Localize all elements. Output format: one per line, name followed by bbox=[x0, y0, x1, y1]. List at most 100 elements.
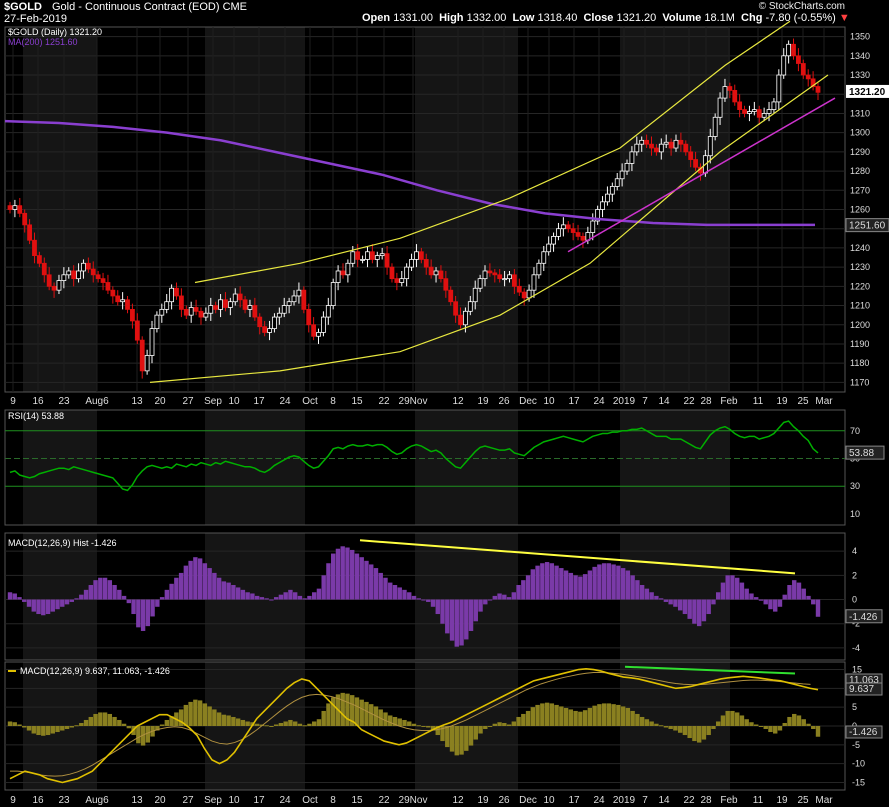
candle-body bbox=[482, 270, 488, 280]
x-axis-label: 7 bbox=[642, 396, 648, 407]
macd-hist-bar bbox=[311, 721, 317, 726]
candle bbox=[418, 247, 424, 264]
hist-bar bbox=[701, 599, 707, 622]
hist-bar bbox=[620, 568, 626, 600]
candle bbox=[727, 82, 733, 99]
hist-bar bbox=[426, 599, 431, 602]
close-value: 1321.20 bbox=[616, 12, 657, 24]
candle-body bbox=[311, 324, 317, 337]
macd-hist-bar bbox=[535, 704, 540, 726]
macd-hist-bar bbox=[616, 704, 621, 726]
hist-bar bbox=[715, 592, 721, 600]
candle-body bbox=[453, 301, 459, 316]
x-axis-label: 23 bbox=[58, 396, 70, 407]
candle-body bbox=[761, 113, 767, 118]
price-tick-label: 1240 bbox=[850, 243, 870, 253]
x-axis-label: 13 bbox=[131, 396, 143, 407]
candle bbox=[502, 270, 507, 287]
candle bbox=[134, 313, 140, 344]
x-axis-label-bottom: 9 bbox=[10, 795, 16, 806]
macd-hist-bar bbox=[136, 726, 141, 744]
candle bbox=[497, 269, 503, 283]
x-axis-label: 11 bbox=[753, 396, 764, 407]
macd-hist-bar bbox=[487, 726, 493, 727]
candle bbox=[614, 173, 620, 191]
candle bbox=[438, 265, 444, 283]
hist-bar bbox=[369, 564, 374, 600]
hist-bar bbox=[606, 563, 612, 600]
price-tick-label: 1310 bbox=[850, 108, 870, 118]
candle bbox=[76, 263, 81, 283]
candle-body bbox=[384, 253, 390, 268]
candle-body bbox=[575, 232, 581, 237]
macd-hist-bar bbox=[601, 703, 607, 726]
price-tick-label: 1330 bbox=[850, 70, 870, 80]
candle-body bbox=[325, 305, 331, 318]
macd-hist-bar bbox=[544, 702, 550, 726]
macd-hist-bar bbox=[350, 695, 355, 726]
candle bbox=[404, 263, 410, 287]
x-axis-label: 14 bbox=[658, 396, 670, 407]
hist-bar bbox=[763, 599, 768, 605]
price-tick-label: 1340 bbox=[850, 51, 870, 61]
candle bbox=[428, 259, 434, 279]
macd-hist-bar bbox=[630, 710, 635, 726]
candle-body bbox=[32, 239, 37, 257]
macd-hist-bar bbox=[221, 714, 227, 726]
quote-bar: Open 1331.00 High 1332.00 Low 1318.40 Cl… bbox=[362, 12, 850, 24]
hist-bar bbox=[74, 598, 79, 600]
candle bbox=[722, 78, 728, 102]
price-tick-label: 1220 bbox=[850, 281, 870, 291]
rsi-line bbox=[9, 420, 819, 492]
candle-body bbox=[232, 293, 238, 303]
hist-bar bbox=[245, 592, 250, 600]
hist-value-label: -1.426 bbox=[849, 612, 878, 623]
candle bbox=[521, 288, 527, 306]
channel-upper-line bbox=[194, 20, 791, 284]
macd-hist-bar bbox=[207, 706, 212, 726]
hist-bar bbox=[392, 585, 398, 600]
candle-body bbox=[296, 289, 302, 297]
candle bbox=[110, 286, 116, 304]
hist-bar bbox=[654, 595, 659, 600]
hist-bar bbox=[164, 589, 170, 600]
macd-hist-bar bbox=[521, 713, 526, 726]
candle bbox=[747, 105, 752, 122]
candle-body bbox=[41, 262, 47, 276]
macd-hist-bar bbox=[297, 723, 303, 726]
macd-hist-bar bbox=[597, 704, 602, 726]
candle bbox=[325, 297, 331, 325]
hist-bar bbox=[278, 594, 284, 600]
candle-body bbox=[198, 310, 204, 318]
x-axis-label: 28 bbox=[700, 396, 712, 407]
candle-body bbox=[511, 274, 517, 287]
candle bbox=[374, 251, 380, 268]
hist-bar bbox=[511, 592, 517, 600]
hist-bar bbox=[601, 563, 607, 600]
hist-bar bbox=[64, 599, 70, 605]
candle bbox=[169, 284, 175, 310]
hist-bar bbox=[739, 582, 745, 600]
macd-hist-bar bbox=[454, 726, 459, 756]
candle-body bbox=[521, 291, 527, 299]
x-axis-label: 19 bbox=[477, 396, 489, 407]
macd-hist-bar bbox=[240, 719, 246, 726]
macd-hist-bar bbox=[549, 703, 555, 726]
candle-body bbox=[438, 270, 444, 280]
macd-hist-bar bbox=[696, 726, 702, 743]
x-axis-label-bottom: 25 bbox=[797, 795, 809, 806]
hist-tick-label: 0 bbox=[852, 595, 857, 605]
candle-body bbox=[85, 262, 91, 270]
candle-body bbox=[22, 212, 28, 226]
candle bbox=[742, 105, 747, 118]
candle bbox=[619, 163, 625, 187]
x-axis-label: 9 bbox=[10, 396, 16, 407]
candle bbox=[649, 136, 654, 156]
ma-value-tag bbox=[845, 218, 889, 233]
candle bbox=[433, 267, 439, 283]
macd-hist-bar bbox=[502, 722, 507, 726]
candle bbox=[286, 297, 292, 314]
candle-body bbox=[786, 43, 792, 57]
candle-body bbox=[467, 301, 473, 312]
candle-body bbox=[350, 251, 356, 264]
